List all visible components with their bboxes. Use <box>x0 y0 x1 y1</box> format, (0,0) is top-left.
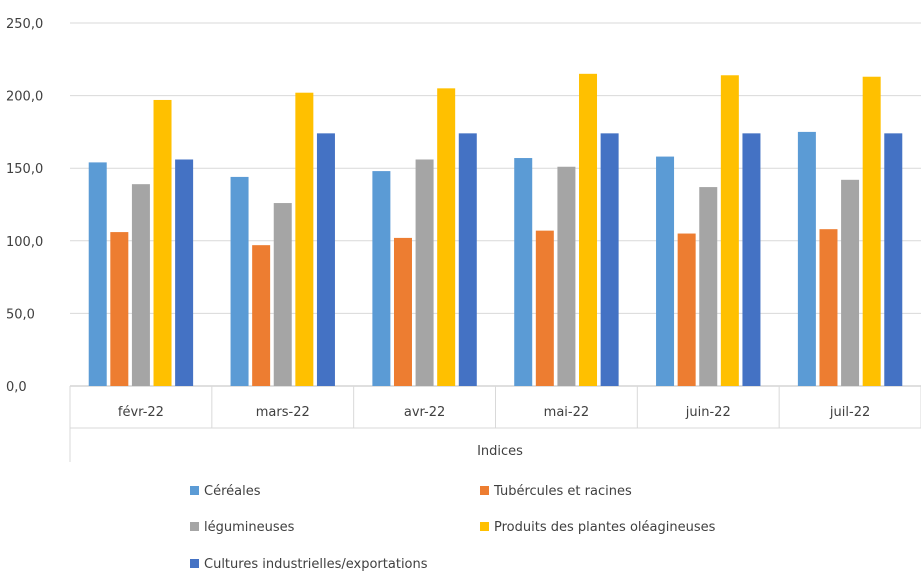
x-axis: févr-22 mars-22 avr-22 mai-22 juin-22 juil-22 <box>69 386 921 462</box>
y-tick-label: 0,0 <box>6 380 27 395</box>
bar <box>797 131 816 386</box>
legend-swatch <box>480 522 489 531</box>
legend-swatch <box>190 486 199 495</box>
bar <box>677 233 696 386</box>
bar <box>841 179 860 386</box>
bar <box>153 99 172 387</box>
bar <box>720 75 739 387</box>
bar <box>699 187 718 386</box>
bar <box>600 133 619 386</box>
y-axis-ticks: 0,0 50,0 100,0 150,0 200,0 250,0 <box>6 17 43 395</box>
bar <box>316 133 335 386</box>
y-tick-label: 100,0 <box>6 235 43 250</box>
bar <box>437 88 456 386</box>
legend-label: Céréales <box>204 484 261 499</box>
bar <box>372 171 391 386</box>
legend-swatch <box>480 486 489 495</box>
x-tick-label: mai-22 <box>544 405 589 420</box>
bar <box>535 230 554 386</box>
bar <box>110 232 129 386</box>
x-tick-label: juil-22 <box>829 405 870 420</box>
bar <box>273 203 292 386</box>
legend-label: Cultures industrielles/exportations <box>204 557 428 572</box>
x-tick-label: juin-22 <box>685 405 731 420</box>
x-tick-label: mars-22 <box>256 405 310 420</box>
bar <box>656 156 675 386</box>
bar <box>131 184 150 386</box>
legend-swatch <box>190 559 199 568</box>
legend-label: Produits des plantes oléagineuses <box>494 520 716 535</box>
bars <box>88 73 903 387</box>
y-tick-label: 150,0 <box>6 162 43 177</box>
legend-label: légumineuses <box>204 520 295 535</box>
bar <box>819 229 838 386</box>
x-tick-label: févr-22 <box>118 405 164 420</box>
x-axis-title: Indices <box>477 444 523 459</box>
bar <box>742 133 761 386</box>
bar <box>884 133 903 386</box>
bar <box>295 92 314 386</box>
y-tick-label: 50,0 <box>6 307 35 322</box>
y-tick-label: 200,0 <box>6 90 43 105</box>
gridlines <box>70 22 921 387</box>
bar <box>393 237 412 386</box>
bar <box>458 133 477 386</box>
legend-label: Tubércules et racines <box>493 484 632 499</box>
bar <box>514 158 533 386</box>
bar <box>557 166 576 386</box>
legend-swatch <box>190 522 199 531</box>
bar <box>415 159 434 386</box>
bar <box>230 176 249 386</box>
x-tick-label: avr-22 <box>404 405 445 420</box>
bar <box>175 159 194 386</box>
bar <box>252 245 271 386</box>
y-tick-label: 250,0 <box>6 17 43 32</box>
bar <box>579 73 598 386</box>
bar <box>862 76 881 386</box>
legend: Céréales Tubércules et racines légumineuse… <box>190 484 716 572</box>
bar <box>88 162 107 386</box>
